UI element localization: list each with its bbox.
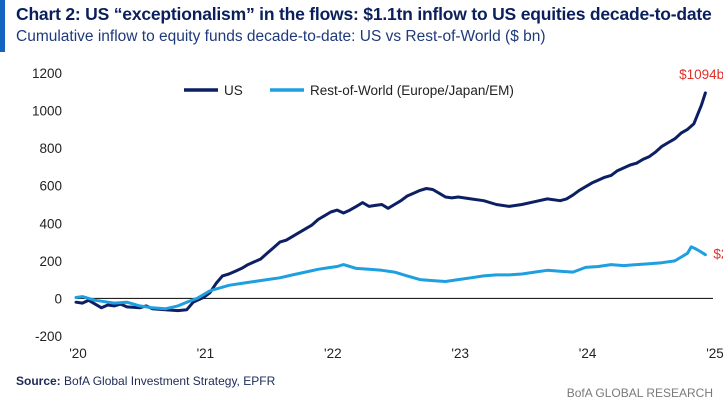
- x-tick-label: '21: [197, 346, 215, 361]
- series-line-us: [74, 91, 707, 313]
- x-tick-label: '25: [706, 346, 723, 361]
- y-tick-label: 1200: [32, 66, 62, 81]
- line-chart: -200 0 200 400 600 800 1000 1200 '20 '21 '22 '23 '24…: [32, 66, 723, 361]
- title-accent-bar: [0, 0, 5, 52]
- y-tick-label: 1000: [32, 104, 62, 119]
- y-tick-label: 0: [54, 291, 62, 306]
- chart-subtitle: Cumulative inflow to equity funds decade…: [16, 28, 546, 45]
- source-text: BofA Global Investment Strategy, EPFR: [60, 374, 276, 388]
- y-tick-label: 600: [39, 179, 62, 194]
- source-note: Source: BofA Global Investment Strategy,…: [16, 374, 275, 388]
- x-tick-label: '20: [69, 346, 87, 361]
- y-tick-label: 400: [39, 216, 62, 231]
- x-tick-label: '24: [579, 346, 597, 361]
- legend-us-label: US: [224, 83, 243, 98]
- x-tick-label: '23: [451, 346, 469, 361]
- chart-title: Chart 2: US “exceptionalism” in the flow…: [16, 4, 712, 24]
- end-value-label-us: $1094bn: [679, 67, 723, 82]
- source-label: Source:: [16, 374, 61, 388]
- series-line-rest-of-world: [74, 245, 707, 311]
- y-tick-label: -200: [35, 329, 62, 344]
- y-tick-label: 200: [39, 254, 62, 269]
- legend-rest-of-world-label: Rest-of-World (Europe/Japan/EM): [310, 83, 514, 98]
- brand-footer: BofA GLOBAL RESEARCH: [566, 386, 713, 400]
- y-tick-label: 800: [39, 141, 62, 156]
- end-value-label-rest-of-world: $233bn: [713, 247, 723, 262]
- x-tick-label: '22: [324, 346, 342, 361]
